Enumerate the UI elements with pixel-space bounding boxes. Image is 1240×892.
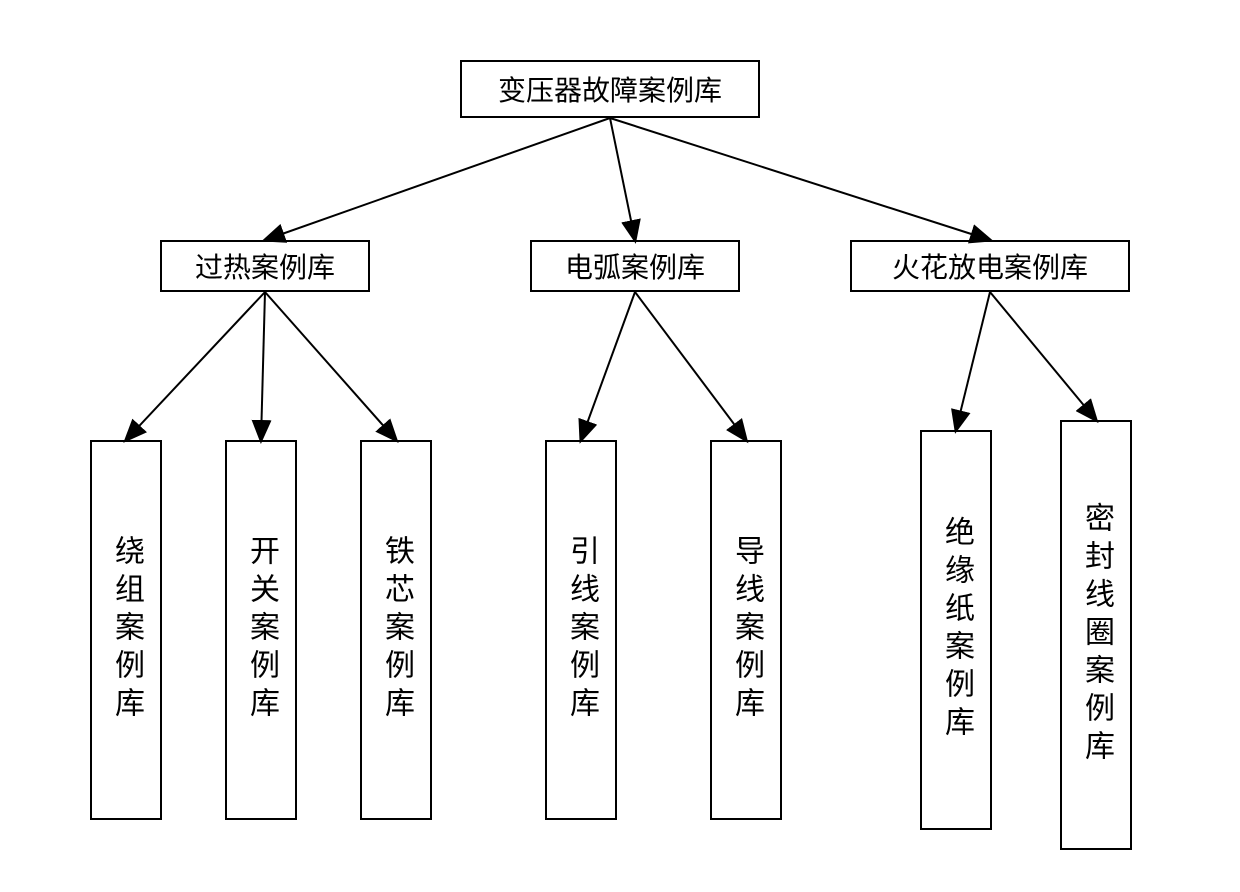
leaf-node-sealed-coil: 密封线圈案例库 — [1060, 420, 1132, 850]
mid2-label: 电弧案例库 — [565, 246, 705, 286]
edges-svg — [0, 0, 1240, 892]
mid-node-overheat: 过热案例库 — [160, 240, 370, 292]
leaf4-label: 引线案例库 — [559, 535, 603, 725]
leaf7-label: 密封线圈案例库 — [1074, 502, 1118, 768]
leaf2-label: 开关案例库 — [239, 535, 283, 725]
leaf3-label: 铁芯案例库 — [374, 535, 418, 725]
leaf-node-core: 铁芯案例库 — [360, 440, 432, 820]
leaf-node-winding: 绕组案例库 — [90, 440, 162, 820]
leaf-node-switch: 开关案例库 — [225, 440, 297, 820]
mid-node-arc: 电弧案例库 — [530, 240, 740, 292]
leaf-node-lead: 引线案例库 — [545, 440, 617, 820]
leaf5-label: 导线案例库 — [724, 535, 768, 725]
leaf6-label: 绝缘纸案例库 — [934, 516, 978, 744]
leaf-node-conductor: 导线案例库 — [710, 440, 782, 820]
mid3-label: 火花放电案例库 — [892, 246, 1088, 286]
leaf1-label: 绕组案例库 — [104, 535, 148, 725]
mid1-label: 过热案例库 — [195, 246, 335, 286]
mid-node-spark: 火花放电案例库 — [850, 240, 1130, 292]
root-node: 变压器故障案例库 — [460, 60, 760, 118]
leaf-node-insulation: 绝缘纸案例库 — [920, 430, 992, 830]
root-label: 变压器故障案例库 — [498, 69, 722, 109]
